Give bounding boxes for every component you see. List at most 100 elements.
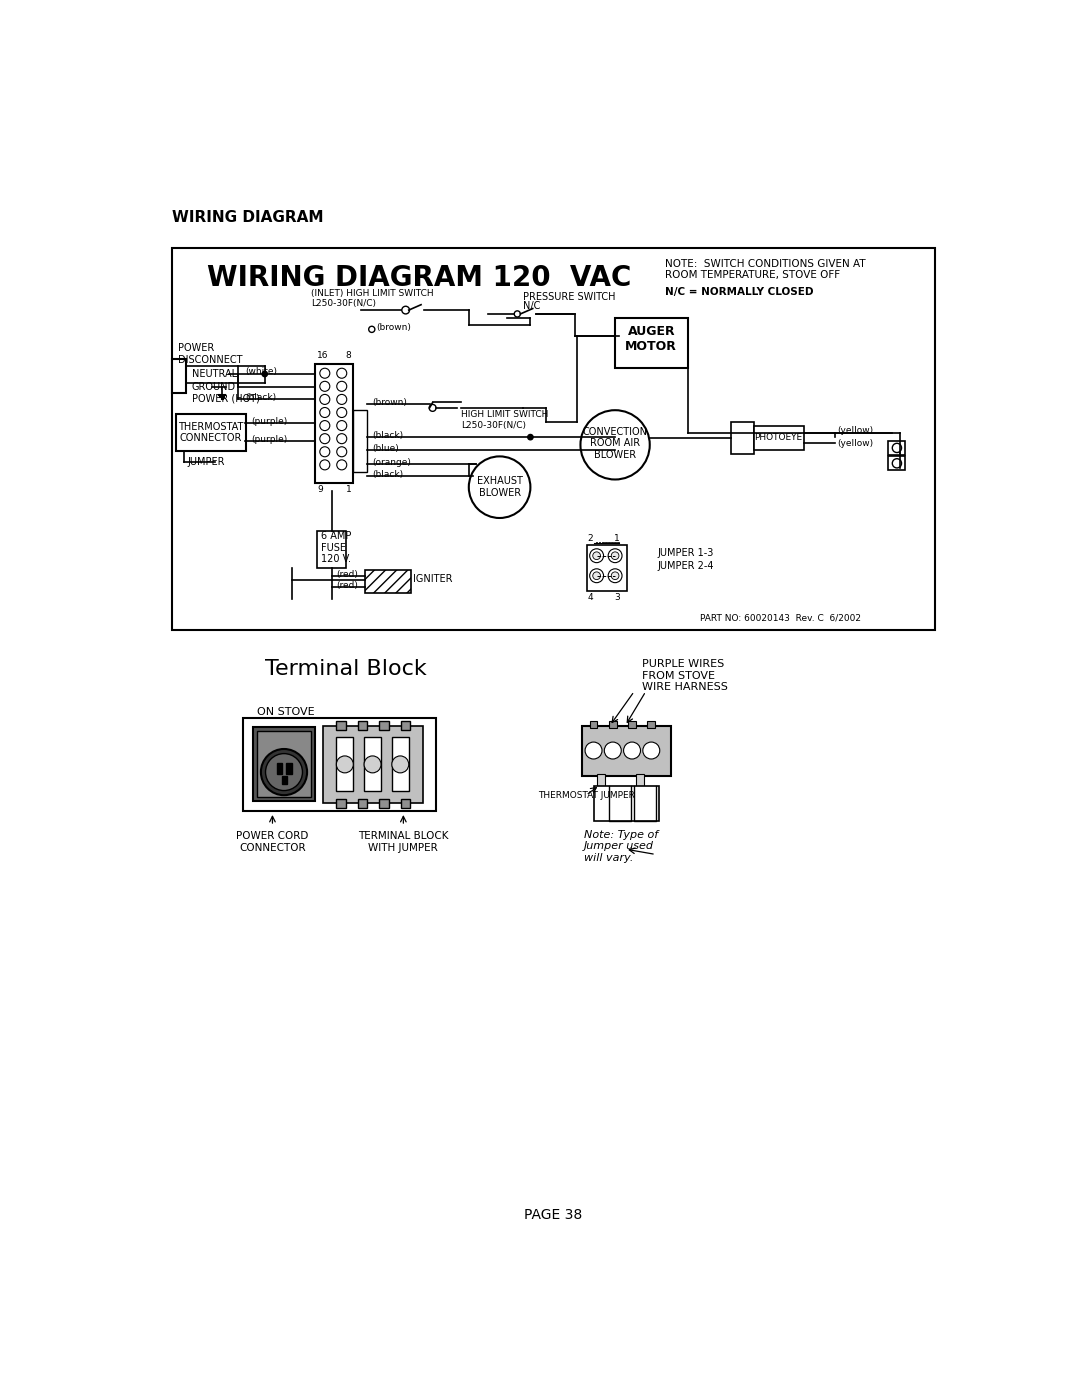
Circle shape	[320, 447, 329, 457]
Text: (black): (black)	[245, 393, 276, 401]
Text: (blue): (blue)	[373, 444, 400, 453]
Circle shape	[643, 742, 660, 759]
Text: 6 AMP
FUSE
120 V.: 6 AMP FUSE 120 V.	[321, 531, 351, 564]
Text: (black): (black)	[373, 432, 404, 440]
Text: EXHAUST
BLOWER: EXHAUST BLOWER	[476, 476, 523, 497]
Bar	[754, 426, 804, 450]
Bar	[278, 763, 283, 774]
Circle shape	[337, 433, 347, 444]
Text: (orange): (orange)	[373, 458, 411, 467]
Text: (red): (red)	[336, 581, 359, 591]
Bar	[590, 721, 597, 728]
Text: (yellow): (yellow)	[837, 426, 873, 436]
Text: ON STOVE: ON STOVE	[257, 707, 314, 717]
Text: AUGER
MOTOR: AUGER MOTOR	[625, 324, 677, 352]
Circle shape	[337, 408, 347, 418]
Text: (black): (black)	[373, 469, 404, 479]
Text: GROUND: GROUND	[191, 383, 235, 393]
Text: 3: 3	[615, 594, 620, 602]
Circle shape	[320, 381, 329, 391]
Bar	[357, 721, 367, 729]
Text: PAGE 38: PAGE 38	[525, 1208, 582, 1222]
Text: 2: 2	[588, 534, 593, 542]
Text: THERMOSTAT
CONNECTOR: THERMOSTAT CONNECTOR	[178, 422, 243, 443]
Circle shape	[262, 372, 268, 377]
Text: IGNITER: IGNITER	[413, 574, 453, 584]
Bar	[730, 422, 754, 454]
Circle shape	[261, 749, 307, 795]
Text: (purple): (purple)	[252, 418, 288, 426]
Bar	[379, 799, 389, 809]
Circle shape	[320, 420, 329, 430]
Bar	[353, 411, 367, 472]
Circle shape	[585, 742, 602, 759]
Bar	[357, 799, 367, 809]
Bar	[609, 721, 617, 728]
Bar	[636, 774, 644, 789]
Circle shape	[611, 552, 619, 560]
Circle shape	[528, 434, 534, 440]
Bar	[597, 774, 605, 789]
Text: ROOM TEMPERATURE, STOVE OFF: ROOM TEMPERATURE, STOVE OFF	[665, 270, 840, 279]
Bar	[616, 317, 688, 367]
Circle shape	[320, 433, 329, 444]
Bar	[629, 721, 636, 728]
Circle shape	[337, 394, 347, 404]
Bar	[173, 359, 186, 393]
Text: POWER (HOT): POWER (HOT)	[191, 394, 259, 404]
Bar	[392, 738, 408, 791]
Text: 1: 1	[346, 485, 351, 495]
Text: PRESSURE SWITCH: PRESSURE SWITCH	[523, 292, 616, 302]
Text: 1: 1	[615, 534, 620, 542]
Text: JUMPER 1-3: JUMPER 1-3	[658, 548, 714, 557]
Bar	[594, 787, 659, 820]
Text: CONVECTION
ROOM AIR
BLOWER: CONVECTION ROOM AIR BLOWER	[582, 426, 648, 460]
Bar	[647, 721, 656, 728]
Circle shape	[590, 549, 604, 563]
Text: 4: 4	[588, 594, 593, 602]
Text: POWER CORD
CONNECTOR: POWER CORD CONNECTOR	[237, 831, 309, 854]
Text: HIGH LIMIT SWITCH
L250-30F(N/C): HIGH LIMIT SWITCH L250-30F(N/C)	[461, 411, 549, 430]
Text: L250-30F(N/C): L250-30F(N/C)	[311, 299, 376, 307]
Bar	[318, 531, 347, 569]
Bar	[257, 731, 311, 796]
Circle shape	[368, 327, 375, 332]
Text: N/C: N/C	[523, 300, 540, 312]
Circle shape	[402, 306, 409, 314]
Bar	[323, 726, 422, 803]
Bar	[336, 721, 346, 729]
Circle shape	[336, 756, 353, 773]
Text: NOTE:  SWITCH CONDITIONS GIVEN AT: NOTE: SWITCH CONDITIONS GIVEN AT	[665, 258, 866, 268]
Circle shape	[605, 742, 621, 759]
Circle shape	[593, 571, 600, 580]
Bar	[586, 545, 626, 591]
Circle shape	[337, 460, 347, 469]
Bar	[364, 738, 381, 791]
Circle shape	[320, 394, 329, 404]
Circle shape	[320, 408, 329, 418]
Text: (red): (red)	[336, 570, 359, 578]
Circle shape	[392, 756, 408, 773]
Bar	[889, 457, 905, 471]
Text: PURPLE WIRES
FROM STOVE
WIRE HARNESS: PURPLE WIRES FROM STOVE WIRE HARNESS	[642, 659, 728, 692]
Text: TERMINAL BLOCK
WITH JUMPER: TERMINAL BLOCK WITH JUMPER	[359, 831, 448, 854]
Circle shape	[590, 569, 604, 583]
Circle shape	[337, 381, 347, 391]
Text: 16: 16	[318, 351, 328, 360]
Circle shape	[593, 552, 600, 560]
Text: PHOTOEYE: PHOTOEYE	[754, 433, 802, 443]
Circle shape	[266, 753, 302, 791]
Bar	[286, 763, 292, 774]
Bar	[176, 414, 245, 451]
Text: THERMOSTAT JUMPER: THERMOSTAT JUMPER	[538, 792, 635, 800]
Bar	[401, 799, 410, 809]
Circle shape	[469, 457, 530, 518]
Text: (purple): (purple)	[252, 434, 288, 444]
Bar	[582, 726, 671, 775]
Circle shape	[892, 458, 902, 468]
Circle shape	[580, 411, 650, 479]
Text: 8: 8	[346, 351, 351, 360]
Text: JUMPER: JUMPER	[188, 457, 226, 467]
Text: Terminal Block: Terminal Block	[265, 659, 427, 679]
Text: (brown): (brown)	[373, 398, 407, 407]
